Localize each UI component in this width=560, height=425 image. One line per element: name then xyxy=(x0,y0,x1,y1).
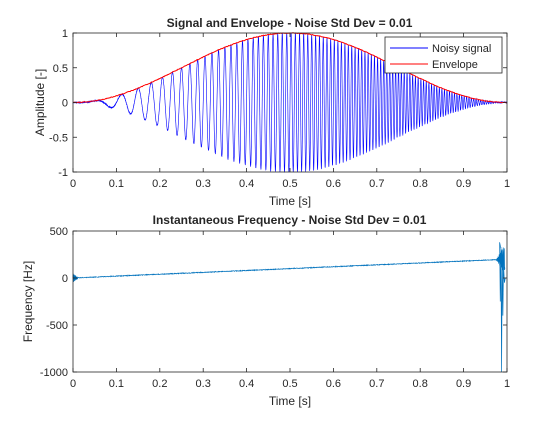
x-tick-label: 1 xyxy=(504,378,510,390)
frequency-x-ticks: 0 0.1 0.2 0.3 0.4 0.5 0.6 0.7 0.8 0.9 1 xyxy=(70,231,510,390)
signal-legend: Noisy signal Envelope xyxy=(384,36,503,74)
y-tick-label: -1 xyxy=(58,167,68,179)
x-tick-label: 1 xyxy=(504,178,510,190)
y-tick-label: -0.5 xyxy=(49,132,68,144)
x-tick-label: 0.8 xyxy=(413,178,428,190)
x-tick-label: 0.3 xyxy=(196,178,211,190)
frequency-axes: Instantaneous Frequency - Noise Std Dev … xyxy=(21,213,510,408)
frequency-y-ticks: -1000 -500 0 500 xyxy=(40,226,507,379)
y-tick-label: 500 xyxy=(50,226,68,238)
x-tick-label: 0.6 xyxy=(326,378,341,390)
legend-label-envelope: Envelope xyxy=(432,59,478,71)
frequency-title: Instantaneous Frequency - Noise Std Dev … xyxy=(153,213,427,227)
signal-title: Signal and Envelope - Noise Std Dev = 0.… xyxy=(167,16,413,30)
x-tick-label: 0 xyxy=(70,178,76,190)
x-tick-label: 0.5 xyxy=(282,178,297,190)
x-tick-label: 0.7 xyxy=(369,378,384,390)
x-tick-label: 0.8 xyxy=(413,378,428,390)
signal-y-ticks: -1 -0.5 0 0.5 1 xyxy=(49,28,507,179)
frequency-x-label: Time [s] xyxy=(269,394,311,408)
x-tick-label: 0.7 xyxy=(369,178,384,190)
y-tick-label: 0 xyxy=(62,273,68,285)
x-tick-label: 0.6 xyxy=(326,178,341,190)
x-tick-label: 0.3 xyxy=(196,378,211,390)
x-tick-label: 0.9 xyxy=(456,178,471,190)
y-tick-label: 0 xyxy=(62,98,68,110)
x-tick-label: 0 xyxy=(70,378,76,390)
y-tick-label: -1000 xyxy=(40,367,68,379)
x-tick-label: 0.5 xyxy=(282,378,297,390)
signal-y-label: Amplitude [-] xyxy=(33,69,47,136)
x-tick-label: 0.1 xyxy=(109,378,124,390)
x-tick-label: 0.2 xyxy=(152,378,167,390)
y-tick-label: 1 xyxy=(62,28,68,40)
legend-box xyxy=(384,36,503,74)
signal-x-label: Time [s] xyxy=(269,194,311,208)
series-noisy-signal xyxy=(72,32,508,173)
y-tick-label: -500 xyxy=(46,320,68,332)
signal-axes: Signal and Envelope - Noise Std Dev = 0.… xyxy=(33,16,510,208)
y-tick-label: 0.5 xyxy=(53,63,68,75)
series-instantaneous-frequency xyxy=(72,242,506,373)
x-tick-label: 0.1 xyxy=(109,178,124,190)
x-tick-label: 0.2 xyxy=(152,178,167,190)
x-tick-label: 0.4 xyxy=(239,378,254,390)
frequency-data-layer xyxy=(72,242,506,373)
frequency-y-label: Frequency [Hz] xyxy=(21,261,35,342)
frequency-plot-area xyxy=(73,231,507,372)
x-tick-label: 0.4 xyxy=(239,178,254,190)
x-tick-label: 0.9 xyxy=(456,378,471,390)
signal-x-ticks: 0 0.1 0.2 0.3 0.4 0.5 0.6 0.7 0.8 0.9 1 xyxy=(70,33,510,190)
legend-label-noisy-signal: Noisy signal xyxy=(432,43,491,55)
